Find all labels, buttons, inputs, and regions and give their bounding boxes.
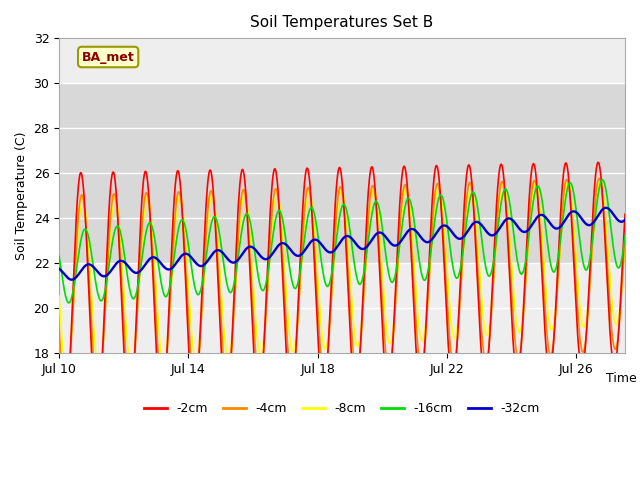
Y-axis label: Soil Temperature (C): Soil Temperature (C) [15, 132, 28, 260]
Text: BA_met: BA_met [82, 50, 134, 63]
X-axis label: Time: Time [605, 372, 636, 385]
Bar [59, 83, 625, 263]
Legend: -2cm, -4cm, -8cm, -16cm, -32cm: -2cm, -4cm, -8cm, -16cm, -32cm [139, 397, 545, 420]
Title: Soil Temperatures Set B: Soil Temperatures Set B [250, 15, 434, 30]
